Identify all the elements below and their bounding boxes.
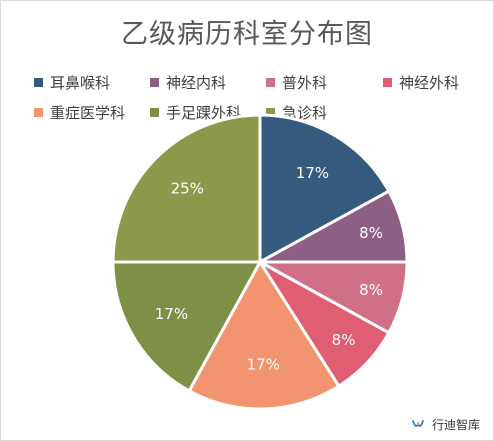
watermark: 行迪智库 (410, 416, 480, 433)
legend-label: 手足踝外科 (166, 104, 242, 122)
legend-label: 耳鼻喉科 (50, 74, 111, 92)
slice-data-label: 17% (296, 164, 329, 182)
slice-data-label: 17% (155, 305, 188, 323)
legend-swatch (383, 78, 392, 87)
slice-data-label: 8% (359, 224, 383, 242)
legend-item-foot-ankle: 手足踝外科 (150, 102, 241, 123)
slice-data-label: 8% (332, 331, 356, 349)
legend-item-ent: 耳鼻喉科 (34, 72, 110, 93)
legend-label: 神经外科 (399, 74, 460, 92)
legend-swatch (150, 108, 159, 117)
legend-item-neurosurgery: 神经外科 (383, 72, 459, 93)
watermark-text: 行迪智库 (431, 418, 480, 432)
legend-item-icu: 重症医学科 (34, 102, 125, 123)
legend-label: 普外科 (282, 74, 328, 92)
legend-label: 神经内科 (166, 74, 227, 92)
slice-data-label: 17% (247, 355, 280, 373)
chart-legend: 耳鼻喉科 神经内科 普外科 神经外科 重症医学科 手足踝外科 急诊科 (0, 70, 494, 130)
pie-slice (111, 260, 262, 393)
legend-label: 重症医学科 (50, 104, 126, 122)
chart-title: 乙级病历科室分布图 (121, 19, 373, 50)
legend-swatch (150, 78, 159, 87)
slice-data-label: 25% (171, 180, 204, 198)
pie-slice (111, 113, 262, 264)
pie-slice (187, 260, 341, 411)
legend-swatch (34, 78, 43, 87)
legend-item-general-surgery: 普外科 (266, 72, 327, 93)
legend-swatch (266, 78, 275, 87)
wechat-channel-icon (412, 419, 424, 427)
slice-data-label: 8% (359, 281, 383, 299)
pie-slice (258, 113, 391, 264)
legend-swatch (34, 108, 43, 117)
legend-swatch (266, 108, 275, 117)
legend-item-neurology: 神经内科 (150, 72, 226, 93)
